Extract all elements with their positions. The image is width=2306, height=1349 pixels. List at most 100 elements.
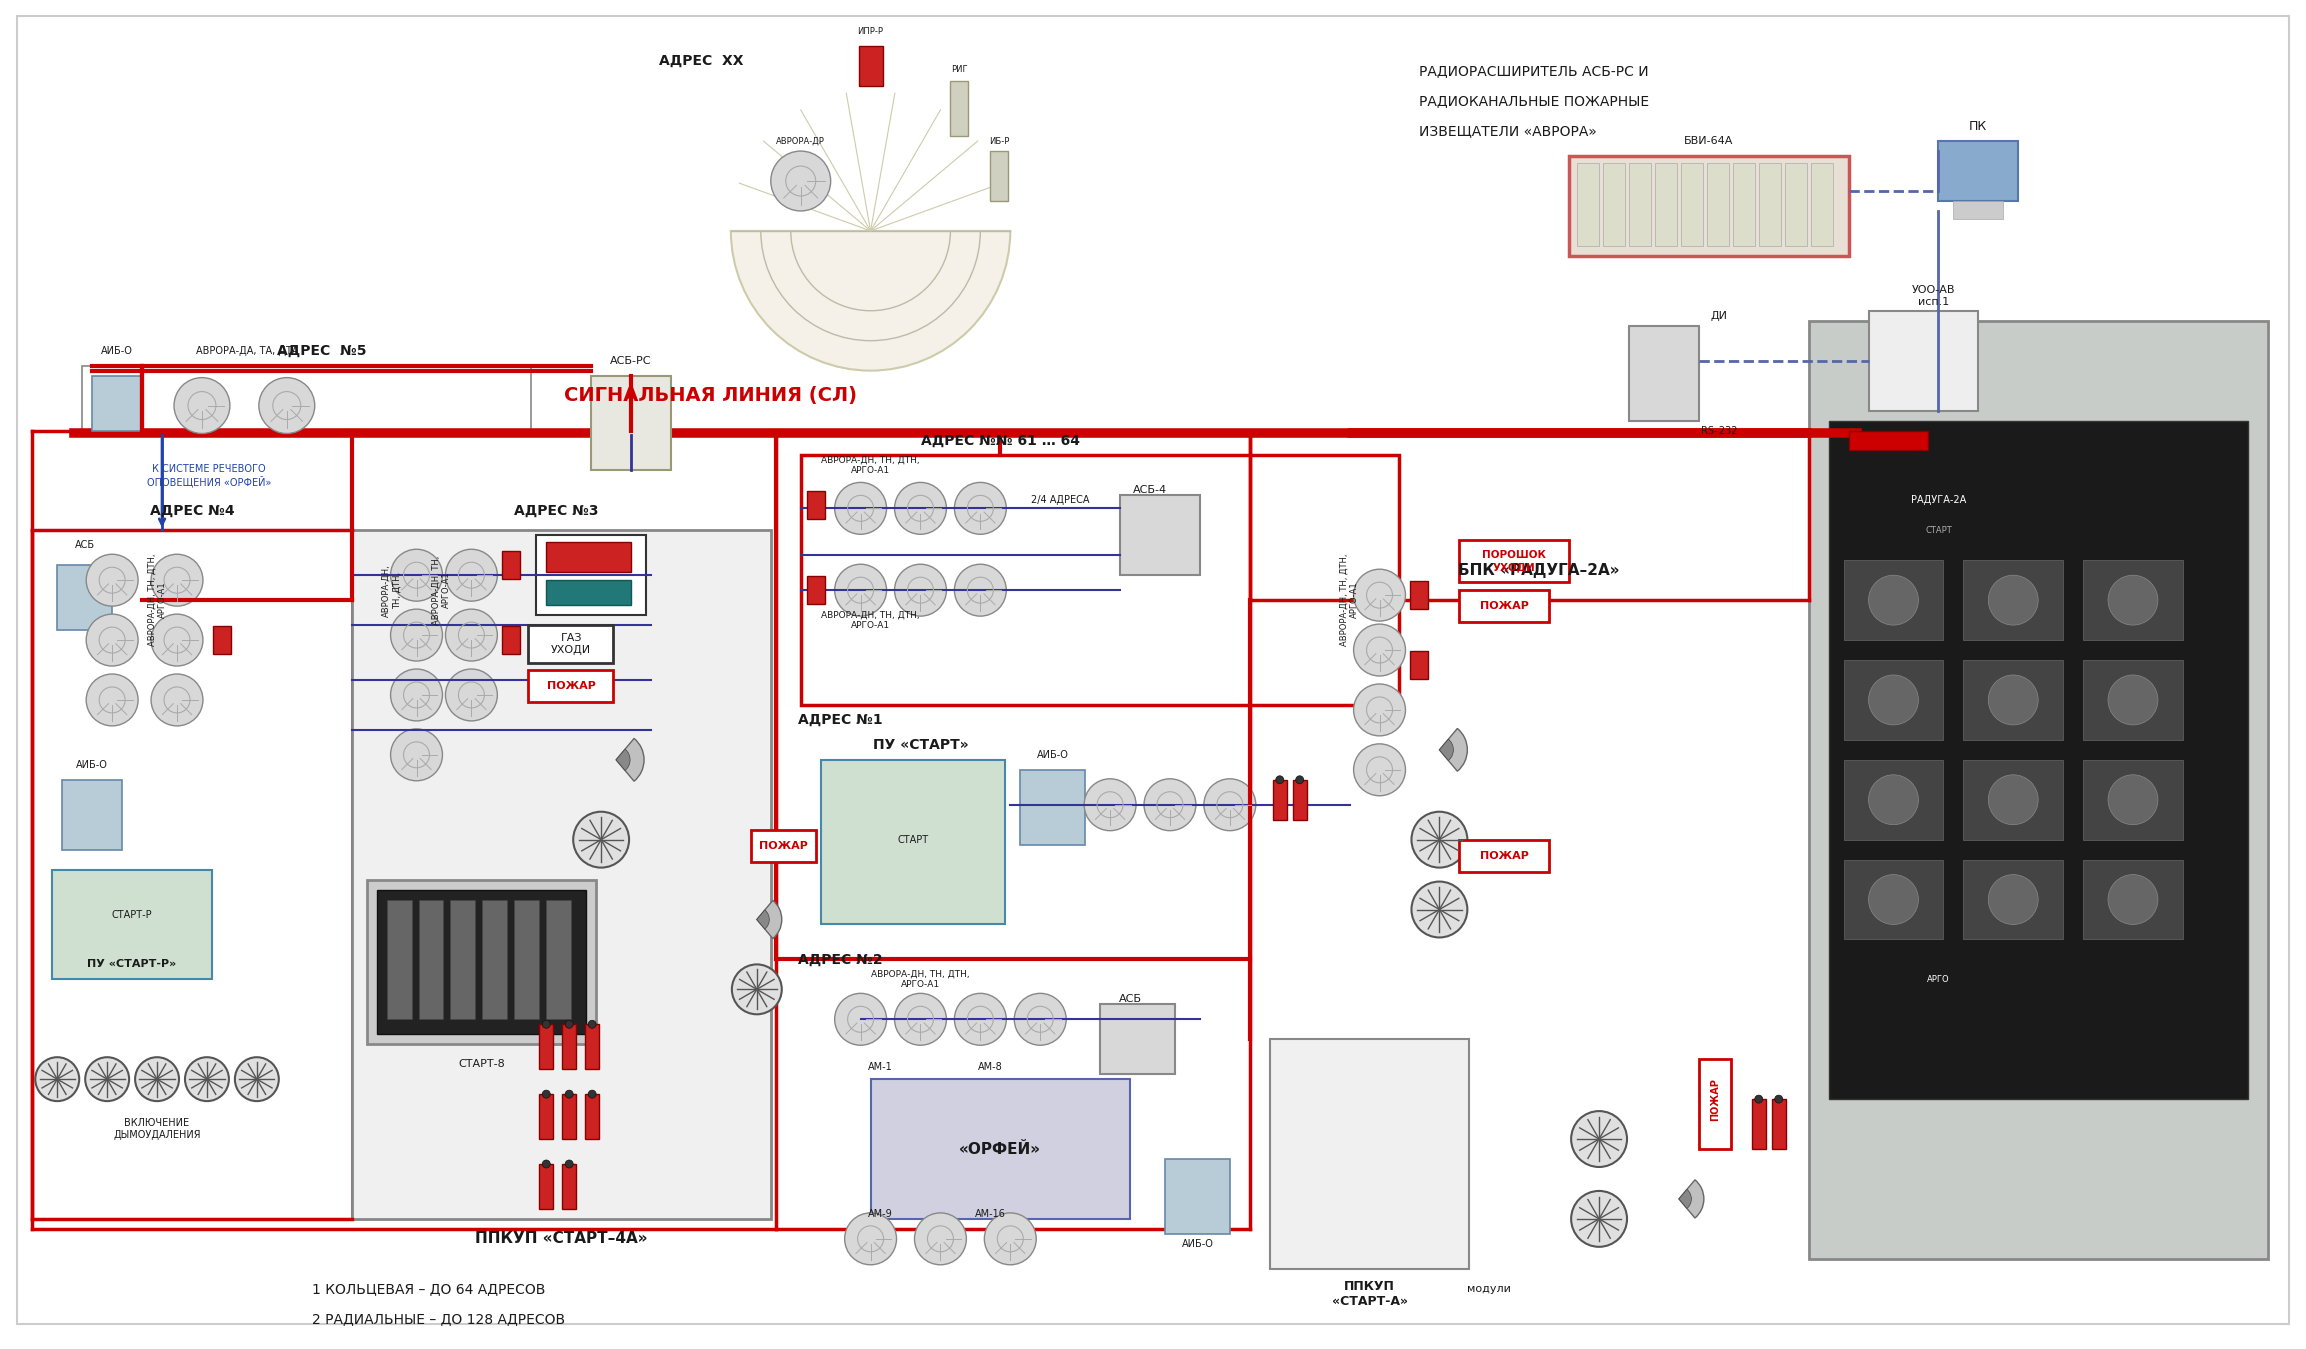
Wedge shape xyxy=(1439,728,1467,772)
Circle shape xyxy=(445,610,498,661)
Circle shape xyxy=(1868,874,1919,924)
Text: АРГО: АРГО xyxy=(1928,975,1949,983)
Circle shape xyxy=(85,614,138,666)
Text: 1 КОЛЬЦЕВАЯ – ДО 64 АДРЕСОВ: 1 КОЛЬЦЕВАЯ – ДО 64 АДРЕСОВ xyxy=(311,1282,544,1296)
Circle shape xyxy=(152,674,203,726)
Text: АИБ-О: АИБ-О xyxy=(1183,1238,1213,1249)
Circle shape xyxy=(565,1020,574,1028)
Circle shape xyxy=(85,554,138,606)
Bar xyxy=(1962,859,2064,939)
Bar xyxy=(1842,859,1944,939)
Bar xyxy=(1962,759,2064,839)
Circle shape xyxy=(835,993,886,1045)
Circle shape xyxy=(1275,776,1284,784)
Text: СТАРТ-8: СТАРТ-8 xyxy=(459,1059,505,1070)
Bar xyxy=(1842,660,1944,739)
Bar xyxy=(1460,839,1550,871)
Bar xyxy=(2082,759,2184,839)
Circle shape xyxy=(731,965,782,1014)
Bar xyxy=(2082,859,2184,939)
Circle shape xyxy=(955,564,1005,616)
Bar xyxy=(528,625,613,662)
Bar xyxy=(1100,1004,1176,1074)
Bar xyxy=(1849,430,1928,451)
Circle shape xyxy=(1084,778,1137,831)
Circle shape xyxy=(1411,812,1467,867)
Text: ПК: ПК xyxy=(1969,120,1988,132)
Text: ВКЛЮЧЕНИЕ
ДЫМОУДАЛЕНИЯ: ВКЛЮЧЕНИЕ ДЫМОУДАЛЕНИЯ xyxy=(113,1118,201,1140)
Circle shape xyxy=(173,378,231,433)
Text: ПУ «СТАРТ»: ПУ «СТАРТ» xyxy=(872,738,969,751)
Bar xyxy=(1271,1039,1469,1269)
Bar xyxy=(503,552,521,579)
Circle shape xyxy=(542,1090,551,1098)
Bar xyxy=(450,900,475,1020)
Circle shape xyxy=(895,993,945,1045)
Circle shape xyxy=(1988,674,2039,724)
Bar xyxy=(417,900,443,1020)
Text: АДРЕС  ХХ: АДРЕС ХХ xyxy=(660,54,743,69)
Circle shape xyxy=(1868,674,1919,724)
Circle shape xyxy=(390,669,443,720)
Text: АМ-16: АМ-16 xyxy=(975,1209,1005,1219)
Text: РАДИОРАСШИРИТЕЛЬ АСБ-РС И: РАДИОРАСШИРИТЕЛЬ АСБ-РС И xyxy=(1420,65,1649,78)
Text: ПОЖАР: ПОЖАР xyxy=(1709,1078,1720,1121)
Text: АСБ-РС: АСБ-РС xyxy=(611,356,653,366)
Wedge shape xyxy=(1439,739,1453,761)
Bar xyxy=(1165,1159,1229,1234)
Text: АДРЕС  №5: АДРЕС №5 xyxy=(277,344,367,357)
Bar xyxy=(821,759,1005,924)
Wedge shape xyxy=(756,911,770,929)
Circle shape xyxy=(1411,882,1467,938)
Circle shape xyxy=(588,1090,597,1098)
Bar xyxy=(872,1079,1130,1219)
Bar xyxy=(800,456,1400,706)
Text: РАДИОКАНАЛЬНЫЕ ПОЖАРНЫЕ: РАДИОКАНАЛЬНЫЕ ПОЖАРНЫЕ xyxy=(1420,94,1649,108)
Circle shape xyxy=(1570,1112,1628,1167)
Bar xyxy=(989,151,1008,201)
Circle shape xyxy=(985,1213,1035,1265)
Wedge shape xyxy=(616,749,630,770)
Text: ПОЖАР: ПОЖАР xyxy=(547,681,595,691)
Circle shape xyxy=(1988,774,2039,824)
Circle shape xyxy=(2108,575,2158,625)
Bar xyxy=(376,889,586,1035)
Text: ПОЖАР: ПОЖАР xyxy=(1480,851,1529,861)
Circle shape xyxy=(1868,575,1919,625)
Circle shape xyxy=(574,812,630,867)
Circle shape xyxy=(1296,776,1303,784)
Bar xyxy=(92,375,143,430)
Text: АМ-1: АМ-1 xyxy=(867,1062,892,1072)
Circle shape xyxy=(2108,874,2158,924)
Text: АВРОРА-ДН, ТН, ДТН,
АРГО-А1: АВРОРА-ДН, ТН, ДТН, АРГО-А1 xyxy=(821,610,920,630)
Text: АМ-8: АМ-8 xyxy=(978,1062,1003,1072)
Text: АВРОРА-ДН, ТН, ДТН,
АРГО-А1: АВРОРА-ДН, ТН, ДТН, АРГО-А1 xyxy=(148,554,166,646)
Bar xyxy=(752,830,816,862)
Wedge shape xyxy=(1679,1190,1690,1209)
Circle shape xyxy=(1868,774,1919,824)
Text: БПК «РАДУГА–2А»: БПК «РАДУГА–2А» xyxy=(1457,563,1619,577)
Text: RS–232: RS–232 xyxy=(1700,425,1736,436)
Bar xyxy=(1810,163,1833,246)
Text: АДРЕС №3: АДРЕС №3 xyxy=(514,503,600,517)
Bar xyxy=(1273,780,1287,820)
Text: АМ-9: АМ-9 xyxy=(867,1209,892,1219)
Bar xyxy=(1700,1059,1732,1149)
Bar xyxy=(563,1024,576,1070)
Text: АДРЕС №1: АДРЕС №1 xyxy=(798,712,883,727)
Text: АДРЕС №№ 61 … 64: АДРЕС №№ 61 … 64 xyxy=(920,433,1079,448)
Text: ПОЖАР: ПОЖАР xyxy=(1480,602,1529,611)
Bar xyxy=(1706,163,1730,246)
Bar xyxy=(2082,660,2184,739)
Text: 2 РАДИАЛЬНЫЕ – ДО 128 АДРЕСОВ: 2 РАДИАЛЬНЫЕ – ДО 128 АДРЕСОВ xyxy=(311,1311,565,1326)
Bar xyxy=(540,1164,553,1209)
Circle shape xyxy=(542,1020,551,1028)
Circle shape xyxy=(1144,778,1197,831)
Circle shape xyxy=(152,554,203,606)
Circle shape xyxy=(955,483,1005,534)
Text: АВРОРА-ДН, ТН, ДТН,
АРГО-А1: АВРОРА-ДН, ТН, ДТН, АРГО-А1 xyxy=(821,456,920,475)
Bar xyxy=(1568,156,1849,256)
Text: БВИ-64А: БВИ-64А xyxy=(1683,136,1734,146)
Bar xyxy=(1603,163,1626,246)
Bar xyxy=(367,880,597,1044)
